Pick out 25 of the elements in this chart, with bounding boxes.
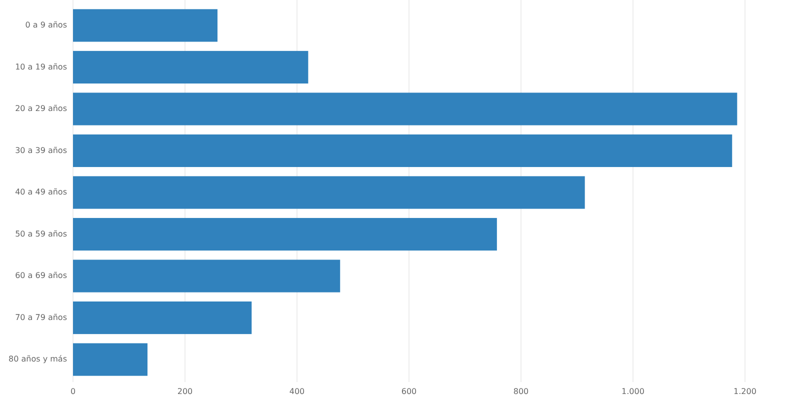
bar <box>73 134 732 168</box>
bar <box>73 9 218 42</box>
x-tick-label: 600 <box>401 387 417 396</box>
bar <box>73 92 738 126</box>
y-tick-label: 40 a 49 años <box>15 188 67 197</box>
x-tick-label: 800 <box>513 387 529 396</box>
x-tick-label: 200 <box>177 387 193 396</box>
y-tick-label: 10 a 19 años <box>15 62 67 72</box>
y-tick-label: 70 a 79 años <box>15 312 67 322</box>
x-tick-label: 1.000 <box>622 387 644 396</box>
y-tick-label: 80 años y más <box>8 354 67 364</box>
x-tick-label: 0 <box>70 387 76 396</box>
x-tick-label: 400 <box>289 387 305 396</box>
bar <box>73 260 340 292</box>
bar <box>73 343 148 376</box>
bar <box>73 50 308 84</box>
y-tick-label: 30 a 39 años <box>15 146 67 155</box>
y-tick-label: 20 a 29 años <box>15 104 67 114</box>
bar <box>73 301 252 334</box>
bar <box>73 176 585 209</box>
y-tick-label: 60 a 69 años <box>15 271 67 280</box>
bar <box>73 218 497 251</box>
x-tick-label: 1.200 <box>734 387 756 396</box>
y-tick-label: 50 a 59 años <box>15 229 67 238</box>
y-tick-label: 0 a 9 años <box>25 20 67 30</box>
